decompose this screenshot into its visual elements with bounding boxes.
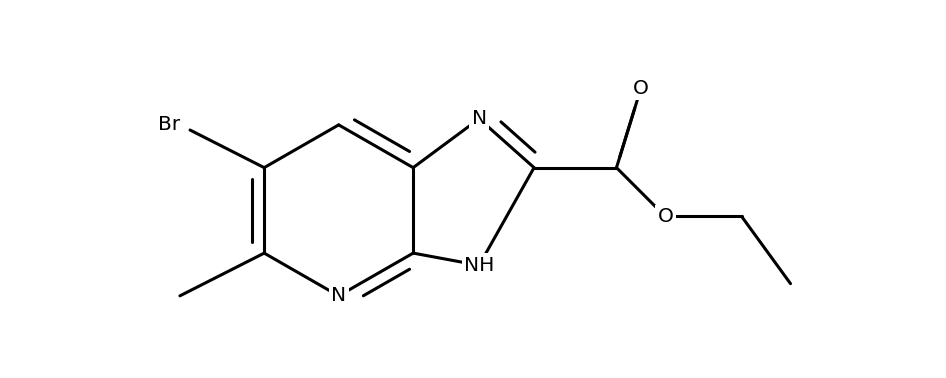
Text: NH: NH — [464, 256, 495, 275]
Text: Br: Br — [158, 115, 180, 135]
Text: N: N — [471, 109, 486, 128]
Text: N: N — [331, 287, 346, 305]
Text: O: O — [633, 79, 649, 98]
Text: O: O — [657, 207, 674, 226]
